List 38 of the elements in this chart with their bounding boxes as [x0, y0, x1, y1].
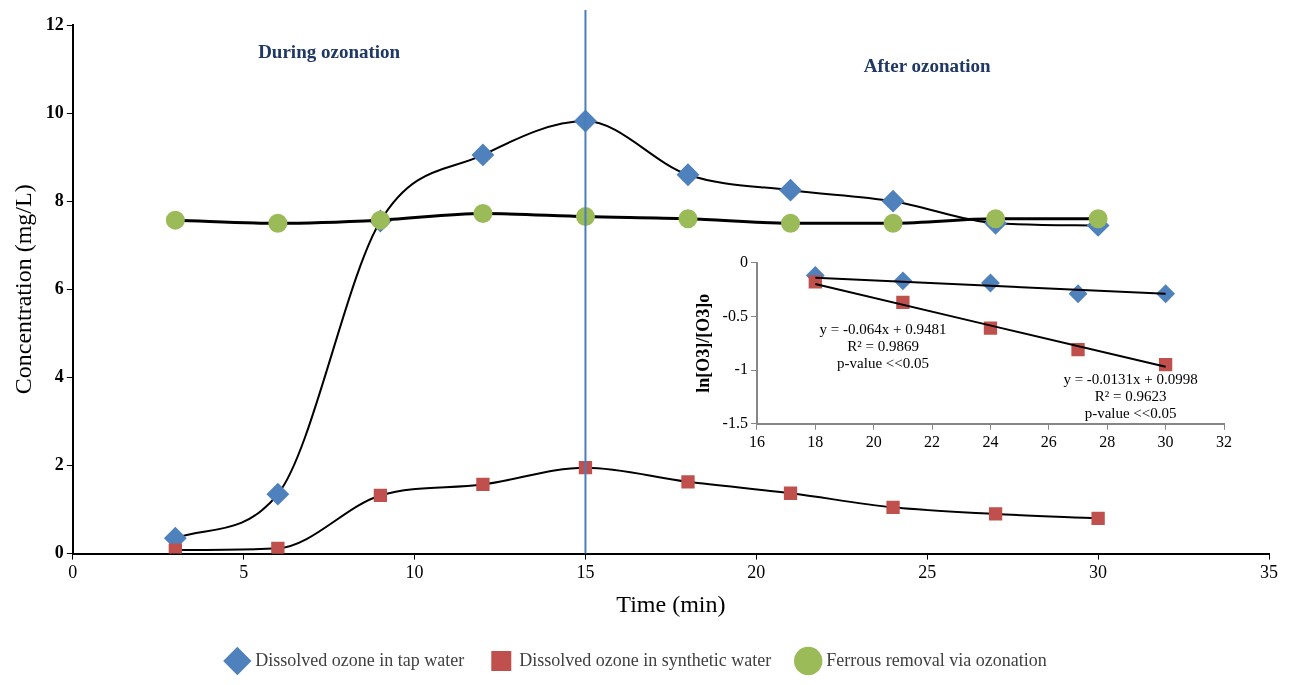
y-tick-label: 2	[54, 454, 64, 475]
x-tick-label: 10	[405, 562, 424, 583]
legend-label: Dissolved ozone in synthetic water	[519, 649, 772, 670]
y-tick-label: 10	[45, 101, 64, 122]
y-tick-label: -1	[734, 360, 748, 378]
annotation: During ozonation	[258, 40, 401, 62]
y-tick-label: 6	[54, 277, 64, 298]
x-tick-label: 30	[1089, 562, 1108, 583]
annotation: y = -0.0131x + 0.0998 R² = 0.9623 p-value <<0.05	[1063, 371, 1198, 422]
x-tick-label: 35	[1260, 562, 1278, 583]
x-tick-label: 16	[748, 432, 765, 450]
y-tick-label: 12	[45, 13, 64, 34]
x-tick-label: 25	[918, 562, 937, 583]
y-tick-label: 0	[54, 542, 64, 563]
x-tick-label: 30	[1157, 432, 1174, 450]
x-tick-label: 20	[865, 432, 882, 450]
x-axis-title: Time (min)	[616, 590, 726, 617]
y-axis-title: Concentration (mg/L)	[9, 184, 36, 395]
y-tick-label: 8	[54, 189, 64, 210]
y-tick-label: -1.5	[722, 414, 748, 431]
x-tick-label: 26	[1040, 432, 1057, 450]
legend-label: Ferrous removal via ozonation	[826, 649, 1047, 670]
x-tick-label: 20	[747, 562, 766, 583]
annotation: After ozonation	[863, 54, 992, 76]
x-tick-label: 5	[239, 562, 249, 583]
x-tick-label: 18	[807, 432, 824, 450]
x-tick-label: 22	[924, 432, 941, 450]
x-tick-label: 24	[982, 432, 999, 450]
x-tick-label: 15	[576, 562, 595, 583]
x-tick-label: 0	[68, 562, 78, 583]
legend-label: Dissolved ozone in tap water	[255, 649, 465, 670]
y-tick-label: 4	[54, 366, 64, 387]
x-tick-label: 28	[1099, 432, 1116, 450]
annotation: y = -0.064x + 0.9481 R² = 0.9869 p-value <<0.05	[819, 321, 947, 372]
y-axis-title: ln[O3]/[O3]o	[693, 293, 714, 393]
y-tick-label: -0.5	[722, 306, 748, 324]
y-tick-label: 0	[739, 252, 748, 270]
x-tick-label: 32	[1216, 432, 1232, 450]
